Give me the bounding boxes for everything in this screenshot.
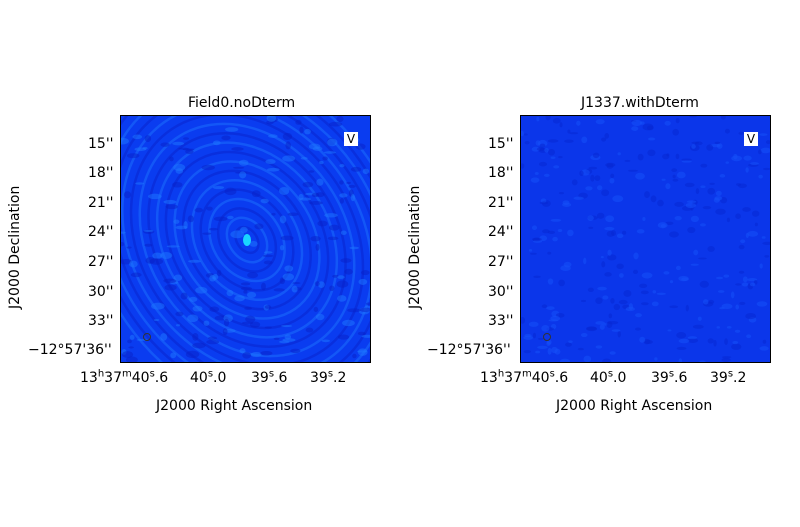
x-axis-label: J2000 Right Ascension	[156, 398, 313, 414]
stokes-label: V	[344, 132, 358, 146]
image-plot-left[interactable]: V	[120, 115, 371, 363]
y-tick-label: 21''	[488, 195, 514, 211]
x-tick-label: 13h37m40s.6	[480, 368, 569, 386]
y-tick-label: −12°57'36''	[28, 342, 112, 358]
y-tick-label: 24''	[488, 224, 514, 240]
beam-ellipse	[143, 333, 151, 341]
y-tick-label: 30''	[88, 284, 114, 300]
x-tick-label: 39s.2	[710, 368, 747, 386]
y-tick-label: 30''	[488, 284, 514, 300]
x-tick-label: 39s.2	[310, 368, 347, 386]
image-title: Field0.noDterm	[188, 95, 296, 111]
stokes-image-right	[521, 116, 770, 362]
image-plot-right[interactable]: V	[520, 115, 771, 363]
y-tick-label: 33''	[488, 313, 514, 329]
x-tick-label: 40s.0	[590, 368, 627, 386]
stokes-image-left	[121, 116, 370, 362]
y-axis-label: J2000 Declination	[407, 185, 423, 309]
x-tick-label: 39s.6	[251, 368, 288, 386]
image-title: J1337.withDterm	[581, 95, 699, 111]
y-tick-label: 33''	[88, 313, 114, 329]
beam-ellipse	[543, 333, 551, 341]
y-tick-label: 15''	[88, 136, 114, 152]
x-axis-label: J2000 Right Ascension	[556, 398, 713, 414]
stokes-label: V	[744, 132, 758, 146]
x-tick-label: 13h37m40s.6	[80, 368, 169, 386]
y-tick-label: 15''	[488, 136, 514, 152]
y-tick-label: 24''	[88, 224, 114, 240]
y-tick-label: 18''	[488, 165, 514, 181]
y-tick-label: 27''	[88, 254, 114, 270]
y-tick-label: −12°57'36''	[427, 342, 511, 358]
x-tick-label: 39s.6	[651, 368, 688, 386]
x-tick-label: 40s.0	[190, 368, 227, 386]
y-tick-label: 18''	[88, 165, 114, 181]
y-tick-label: 27''	[488, 254, 514, 270]
y-tick-label: 21''	[88, 195, 114, 211]
